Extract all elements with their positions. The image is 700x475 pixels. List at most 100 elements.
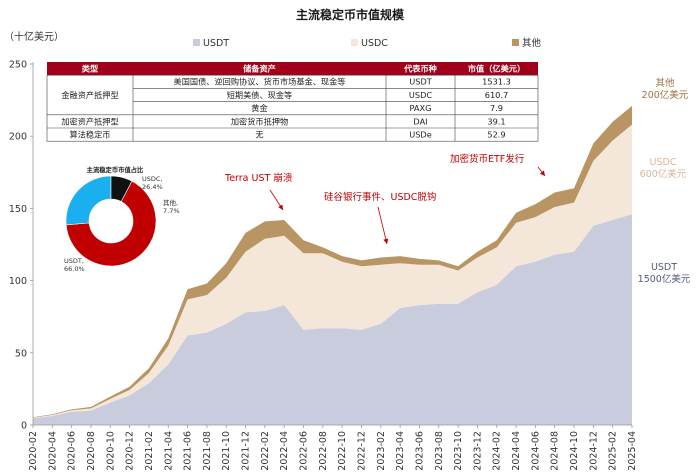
pie-label-pct: 66.0% — [64, 265, 85, 273]
annotation-arrowhead — [383, 238, 389, 244]
legend: USDT USDC 其他 — [193, 37, 542, 49]
inset-pie-chart: 主流稳定币市值占比 USDT,66.0% USDC,26.4%其他,7.7% — [64, 165, 180, 273]
pie-title: 主流稳定币市值占比 — [87, 165, 144, 174]
end-label: USDC — [650, 157, 677, 168]
table-cell: PAXG — [410, 103, 432, 113]
stacked-areas — [33, 105, 632, 425]
pie-slice-USDT — [65, 180, 157, 267]
annotation-arrowhead — [278, 204, 283, 210]
x-tick-label: 2021-02 — [144, 431, 155, 471]
x-tick-label: 2020-02 — [28, 431, 39, 471]
legend-label: USDT — [203, 38, 229, 49]
x-tick-label: 2025-04 — [627, 431, 638, 471]
pie-slice-USDC — [65, 175, 112, 226]
x-tick-label: 2022-04 — [279, 431, 290, 471]
x-tick-label: 2023-04 — [395, 431, 406, 471]
y-tick-label: 150 — [9, 204, 27, 215]
table-cell: 加密货币抵押物 — [231, 116, 288, 126]
table-cell: 52.9 — [487, 130, 505, 140]
x-tick-label: 2024-08 — [550, 431, 561, 471]
reserve-table: 类型 储备资产 代表币种 市值（亿美元） 金融资产抵押型 美国国债、逆回购协议、货币市场基… — [46, 62, 539, 142]
x-tick-label: 2022-02 — [260, 431, 271, 471]
end-label: 其他 — [655, 77, 675, 89]
pie-label: USDT, — [64, 257, 84, 265]
annotation-arrow — [377, 206, 388, 245]
x-tick-label: 2022-08 — [318, 431, 329, 471]
x-tick-label: 2021-10 — [221, 431, 232, 471]
x-tick-label: 2022-12 — [356, 431, 367, 471]
x-tick-label: 2024-06 — [530, 431, 541, 471]
x-tick-label: 2023-12 — [472, 431, 483, 471]
table-cell: 金融资产抵押型 — [61, 90, 118, 100]
table-header-cell: 代表币种 — [403, 64, 437, 74]
x-tick-label: 2025-02 — [608, 431, 619, 471]
y-tick-label: 200 — [9, 132, 27, 143]
y-tick-label: 250 — [9, 60, 27, 71]
table-cell: 短期美债、现金等 — [227, 90, 293, 100]
annotation-label: 加密货币ETF发行 — [450, 153, 525, 165]
axes — [32, 62, 632, 426]
legend-label: USDC — [361, 38, 388, 49]
pie-slice-其他 — [110, 175, 133, 202]
table-header-cell: 市值（亿美元） — [468, 64, 525, 74]
x-tick-label: 2022-06 — [299, 431, 310, 471]
area-USDT — [33, 214, 632, 425]
table-cell: 加密资产抵押型 — [61, 116, 118, 126]
x-tick-label: 2024-12 — [588, 431, 599, 471]
end-label: USDT — [651, 262, 677, 273]
end-label: 200亿美元 — [642, 89, 689, 101]
x-tick-label: 2022-10 — [337, 431, 348, 471]
table-cell: 7.9 — [490, 103, 503, 113]
x-tick-label: 2023-06 — [414, 431, 425, 471]
annotation-arrowhead — [539, 170, 545, 176]
x-tick-label: 2023-02 — [376, 431, 387, 471]
pie-label: USDC, — [142, 175, 163, 183]
area-USDC — [33, 124, 632, 419]
table-cell: 610.7 — [485, 90, 508, 100]
legend-swatch-其他 — [512, 39, 519, 46]
table-cell: 39.1 — [487, 116, 505, 126]
end-label: 600亿美元 — [640, 168, 687, 180]
table-body — [46, 74, 539, 142]
y-tick-label: 100 — [9, 276, 27, 287]
table-cell: DAI — [413, 116, 427, 126]
table-cell: 1531.3 — [482, 77, 511, 87]
x-tick-label: 2021-08 — [202, 431, 213, 471]
table-cell: USDC — [409, 90, 432, 100]
table-cell: 算法稳定币 — [70, 130, 111, 140]
x-tick-label: 2020-06 — [67, 431, 78, 471]
x-tick-label: 2024-04 — [511, 431, 522, 471]
x-tick-label: 2021-04 — [163, 431, 174, 471]
pie-label: 其他, — [163, 198, 178, 207]
chart-title: 主流稳定币市值规模 — [296, 7, 405, 22]
x-tick-label: 2024-02 — [492, 431, 503, 471]
pie-label-pct: 7.7% — [163, 207, 180, 215]
legend-label: 其他 — [522, 37, 542, 49]
legend-swatch-USDC — [351, 39, 358, 46]
x-ticks: 2020-02 2020-04 2020-06 2020-08 2020-10 2020-… — [28, 425, 638, 471]
pie-label-pct: 26.4% — [142, 183, 163, 191]
legend-swatch-USDT — [193, 39, 200, 46]
x-tick-label: 2020-08 — [86, 431, 97, 471]
table-cell: USDT — [409, 77, 432, 87]
table-cell: 黄金 — [251, 103, 267, 113]
annotation-label: Terra UST 崩溃 — [224, 172, 293, 184]
table-header-cell: 类型 — [82, 64, 98, 74]
x-tick-label: 2024-10 — [569, 431, 580, 471]
y-ticks: 0 50 100 150 200 250 — [9, 60, 33, 432]
x-tick-label: 2020-12 — [125, 431, 136, 471]
table-header-cell: 储备资产 — [243, 64, 276, 74]
x-tick-label: 2021-12 — [241, 431, 252, 471]
y-axis-label: （十亿美元） — [4, 30, 64, 43]
table-cell: 美国国债、逆回购协议、货币市场基金、现金等 — [174, 77, 346, 87]
end-label: 1500亿美元 — [638, 273, 691, 285]
x-tick-label: 2020-10 — [105, 431, 116, 471]
table-header-bg — [47, 62, 538, 76]
x-tick-label: 2023-08 — [434, 431, 445, 471]
table-cell: USDe — [409, 130, 432, 140]
table-cell: 无 — [255, 130, 263, 140]
x-tick-label: 2023-10 — [453, 431, 464, 471]
y-tick-label: 0 — [21, 421, 27, 432]
